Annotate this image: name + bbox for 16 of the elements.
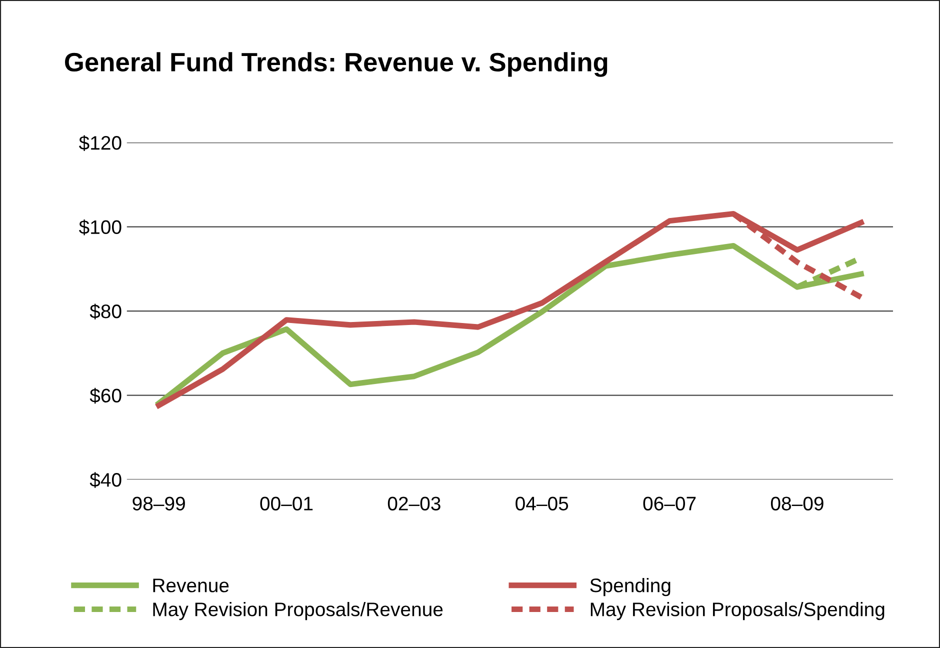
x-tick-label: 98–99 — [132, 496, 185, 510]
x-tick-label: 06–07 — [643, 496, 696, 510]
legend-label: Spending — [590, 578, 670, 596]
x-tick-label: 00–01 — [260, 496, 313, 510]
y-tick-label: $100 — [78, 219, 122, 236]
legend-label: Revenue — [153, 578, 229, 592]
legend-label: May Revision Proposals/Revenue — [153, 602, 443, 620]
y-tick-label: $120 — [78, 135, 122, 151]
y-tick-label: $60 — [90, 388, 122, 404]
x-tick-label: 04–05 — [516, 496, 568, 510]
y-tick-label: $80 — [90, 304, 122, 320]
y-tick-label: $40 — [90, 472, 122, 488]
x-tick-label: 08–09 — [770, 496, 824, 510]
chart-title: General Fund Trends: Revenue v. Spending — [65, 52, 608, 77]
x-tick-label: 02–03 — [388, 496, 440, 510]
legend-label: May Revision Proposals/Spending — [590, 602, 884, 620]
